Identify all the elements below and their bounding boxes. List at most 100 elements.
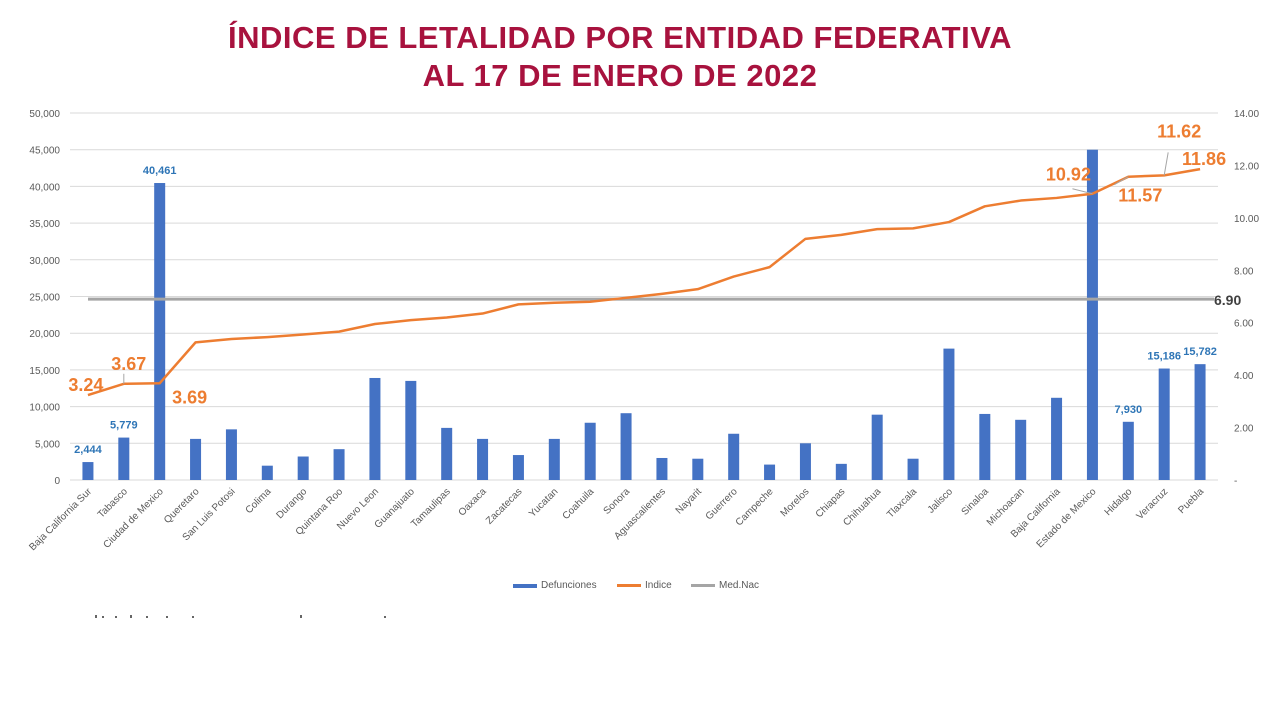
bar-defunciones — [728, 433, 740, 480]
x-category-label: Puebla — [1176, 486, 1206, 516]
y-left-tick-label: 35,000 — [29, 219, 60, 230]
index-label-leader — [1163, 152, 1169, 176]
bar-defunciones — [584, 422, 596, 480]
x-category-label: Guerrero — [704, 486, 740, 522]
bar-data-label: 2,444 — [74, 444, 102, 456]
bar-defunciones — [477, 438, 489, 480]
legend-label-defunciones: Defunciones — [541, 580, 597, 591]
y-left-tick-label: 5,000 — [35, 439, 60, 450]
x-category-label: Sinaloa — [960, 486, 992, 518]
x-category-label: Chihuahua — [841, 486, 883, 528]
bar-defunciones — [548, 438, 560, 480]
bar-data-label: 5,779 — [110, 420, 138, 432]
y-left-tick-label: 0 — [54, 476, 60, 487]
y-right-tick-label: 12.00 — [1234, 161, 1259, 172]
bar-defunciones — [620, 413, 632, 480]
legend-swatch-median-line — [691, 584, 715, 587]
bar-defunciones — [1051, 397, 1063, 480]
bar-defunciones — [297, 456, 309, 480]
median-value-label: 6.90 — [1214, 292, 1241, 308]
y-right-tick-label: - — [1234, 476, 1237, 487]
bar-defunciones — [907, 458, 919, 480]
chart-title-line-1: ÍNDICE DE LETALIDAD POR ENTIDAD FEDERATI… — [228, 20, 1012, 55]
chart-title-line-2: AL 17 DE ENERO DE 2022 — [422, 58, 818, 93]
y-right-tick-label: 10.00 — [1234, 214, 1259, 225]
bar-defunciones — [1122, 421, 1134, 480]
legend-swatch-bars — [513, 583, 537, 588]
index-data-label: 10.92 — [1046, 165, 1091, 185]
bar-defunciones — [512, 455, 524, 480]
index-data-label: 11.57 — [1118, 186, 1162, 206]
index-line — [87, 167, 1201, 397]
x-category-label: Colima — [244, 486, 274, 516]
y-right-tick-label: 6.00 — [1234, 319, 1254, 330]
x-category-label: Ciudad de Mexico — [101, 486, 166, 551]
bar-data-label: 15,186 — [1147, 351, 1181, 363]
y-left-tick-label: 45,000 — [29, 146, 60, 157]
index-label-leader — [1114, 176, 1129, 186]
y-left-tick-label: 20,000 — [29, 329, 60, 340]
bar-defunciones — [799, 443, 811, 480]
index-data-label: 3.67 — [111, 354, 146, 374]
y-left-tick-label: 40,000 — [29, 182, 60, 193]
x-category-label: Sonora — [602, 486, 633, 517]
y-left-tick-label: 50,000 — [29, 109, 60, 120]
x-category-label: Chiapas — [814, 486, 848, 520]
bar-defunciones — [154, 183, 166, 480]
legend-item-med-nac: Med.Nac — [691, 580, 759, 591]
bar-defunciones — [1194, 364, 1206, 480]
bar-defunciones — [1015, 419, 1027, 480]
x-category-label: Oaxaca — [457, 486, 489, 518]
x-category-label: Zacatecas — [484, 486, 524, 526]
y-left-tick-label: 10,000 — [29, 403, 60, 414]
y-right-tick-label: 14.00 — [1234, 109, 1259, 120]
bar-defunciones — [835, 463, 847, 480]
bar-defunciones — [118, 437, 130, 480]
bar-defunciones — [1158, 368, 1170, 480]
bar-defunciones — [405, 380, 417, 480]
x-category-label: Tabasco — [96, 486, 130, 520]
x-category-label: Yucatan — [527, 486, 560, 519]
bar-defunciones — [82, 462, 94, 480]
x-category-label: Campeche — [734, 486, 776, 528]
x-category-label: Nayarit — [674, 486, 704, 516]
bar-defunciones — [943, 348, 955, 480]
index-data-label: 3.69 — [172, 387, 207, 407]
x-category-label: Tamaulipas — [409, 486, 453, 530]
bar-data-label: 15,782 — [1183, 346, 1217, 358]
index-data-label: 11.86 — [1182, 149, 1226, 169]
y-right-tick-label: 2.00 — [1234, 424, 1254, 435]
bar-defunciones — [1086, 149, 1098, 480]
bar-defunciones — [692, 458, 704, 480]
bar-defunciones — [333, 449, 345, 480]
y-left-tick-label: 15,000 — [29, 366, 60, 377]
y-left-tick-label: 30,000 — [29, 256, 60, 267]
x-category-label: Coahuila — [561, 486, 597, 522]
x-category-label: Baja California Sur — [27, 486, 94, 553]
bar-defunciones — [190, 438, 202, 480]
x-category-label: Morelos — [779, 486, 812, 519]
bar-defunciones — [656, 457, 668, 480]
x-category-label: Veracruz — [1135, 486, 1171, 522]
legend-label-med-nac: Med.Nac — [719, 580, 760, 591]
y-left-tick-label: 25,000 — [29, 293, 60, 304]
x-category-label: Jalisco — [926, 486, 956, 516]
legend-swatch-indice-line — [617, 584, 641, 587]
x-category-label: Durango — [274, 486, 309, 521]
bar-defunciones — [764, 464, 776, 480]
x-category-label: Tlaxcala — [885, 486, 919, 520]
bar-data-label: 40,461 — [143, 165, 177, 177]
chart-legend: Defunciones Indice Med.Nac — [0, 580, 1280, 596]
legend-item-defunciones: Defunciones — [513, 580, 597, 591]
bar-defunciones — [225, 429, 237, 480]
x-category-label: Hidalgo — [1103, 486, 1135, 518]
bar-defunciones — [441, 427, 453, 480]
y-right-tick-label: 8.00 — [1234, 266, 1254, 277]
bar-defunciones — [979, 413, 991, 480]
index-data-label: 11.62 — [1157, 121, 1201, 141]
index-label-leader — [1072, 188, 1093, 195]
bar-defunciones — [871, 414, 883, 480]
y-right-tick-label: 4.00 — [1234, 371, 1254, 382]
bar-defunciones — [261, 465, 273, 480]
